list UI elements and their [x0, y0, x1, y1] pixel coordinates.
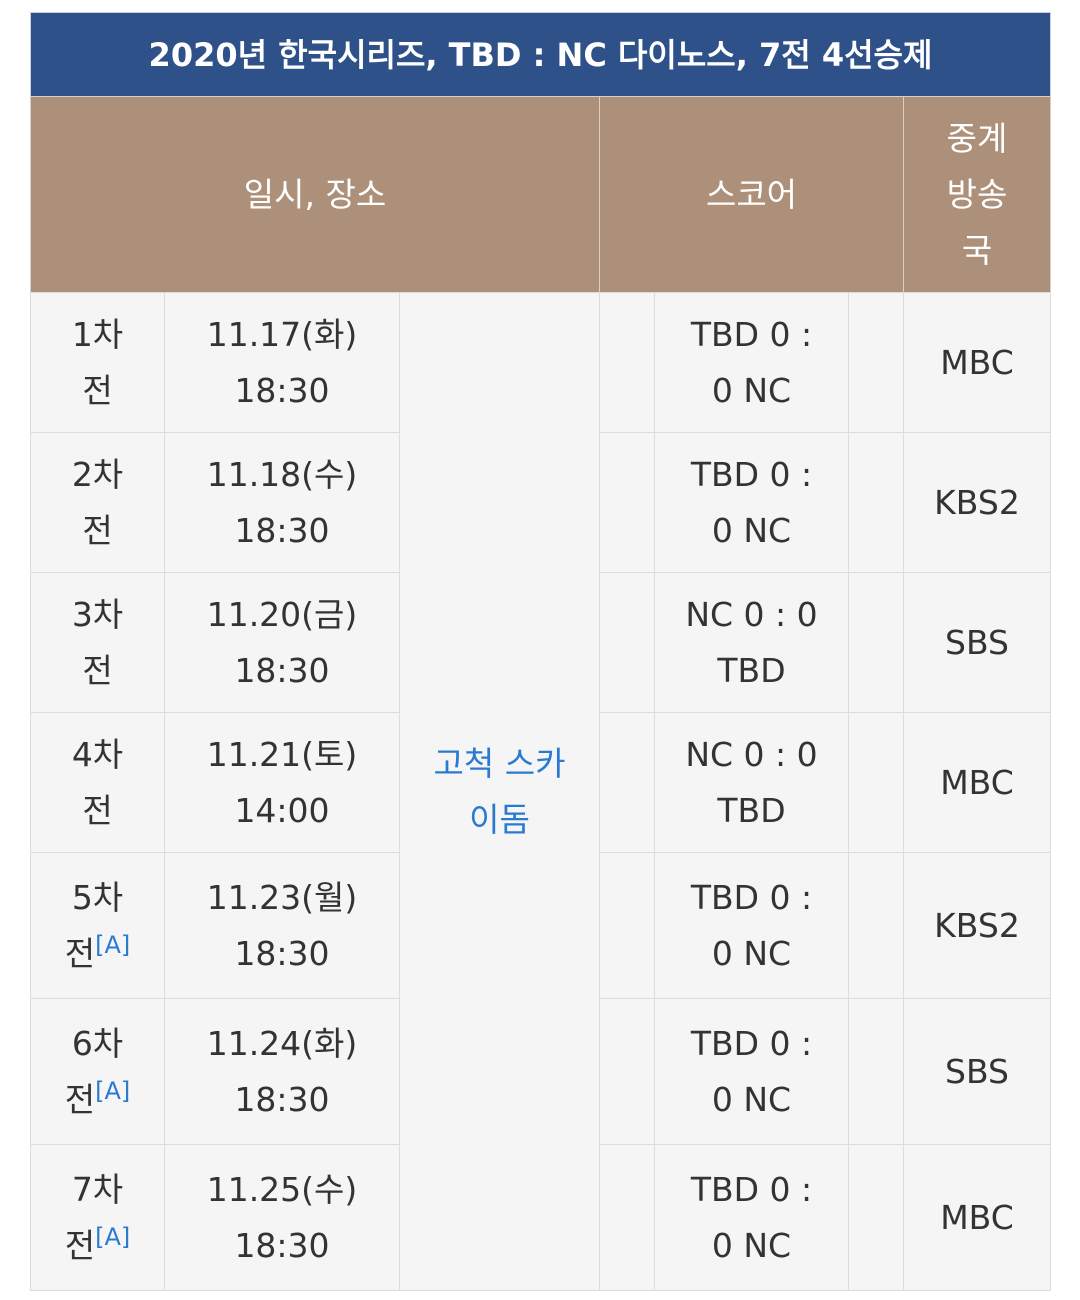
game-label: 4차전: [71, 734, 124, 830]
score-spacer-cell: [848, 712, 904, 853]
game-number-cell: 6차전[A]: [30, 998, 165, 1145]
game-label: 5차전: [64, 877, 124, 973]
broadcaster-cell: SBS: [903, 572, 1051, 713]
game-time: 18:30: [234, 933, 330, 973]
game-date: 11.18(수): [206, 454, 358, 494]
score-spacer-cell: [599, 292, 655, 433]
broadcaster: KBS2: [934, 482, 1020, 522]
game-number: 3차전: [60, 587, 136, 699]
header-label: 일시, 장소: [243, 174, 387, 214]
score: TBD 0 : 0 NC: [690, 1023, 813, 1119]
score-spacer-cell: [599, 432, 655, 573]
broadcaster: MBC: [940, 342, 1014, 382]
game-label: 7차전: [64, 1169, 124, 1265]
broadcaster-cell: MBC: [903, 712, 1051, 853]
venue-link[interactable]: 고척 스카이돔: [433, 743, 566, 839]
footnote-link[interactable]: [A]: [95, 1222, 131, 1251]
game-number-cell: 4차전: [30, 712, 165, 853]
game-number: 5차전[A]: [60, 870, 136, 982]
score-spacer-cell: [599, 572, 655, 713]
datetime-cell: 11.25(수) 18:30: [164, 1144, 400, 1291]
game-number-cell: 5차전[A]: [30, 852, 165, 999]
game-time: 18:30: [234, 510, 330, 550]
header-datetime-venue: 일시, 장소: [30, 96, 600, 293]
score-spacer-cell: [599, 1144, 655, 1291]
game-label: 6차전: [64, 1023, 124, 1119]
score-spacer-cell: [848, 998, 904, 1145]
game-number: 6차전[A]: [60, 1016, 136, 1128]
broadcaster: MBC: [940, 1197, 1014, 1237]
game-label: 2차전: [71, 454, 124, 550]
score-cell: TBD 0 : 0 NC: [654, 292, 849, 433]
game-date: 11.23(월): [206, 877, 358, 917]
game-time: 18:30: [234, 1225, 330, 1265]
score: TBD 0 : 0 NC: [690, 1169, 813, 1265]
header-label: 스코어: [705, 174, 798, 214]
game-number: 4차전: [60, 727, 136, 839]
game-number-cell: 7차전[A]: [30, 1144, 165, 1291]
footnote-link[interactable]: [A]: [95, 930, 131, 959]
score-spacer-cell: [848, 1144, 904, 1291]
score-spacer-cell: [848, 572, 904, 713]
table-title-text: 2020년 한국시리즈, TBD : NC 다이노스, 7전 4선승제: [148, 35, 933, 74]
broadcaster-cell: MBC: [903, 1144, 1051, 1291]
game-time: 18:30: [234, 1079, 330, 1119]
score-spacer-cell: [599, 852, 655, 999]
game-time: 18:30: [234, 650, 330, 690]
game-number: 7차전[A]: [60, 1162, 136, 1274]
header-label: 중계방송국: [946, 118, 1008, 270]
score-cell: TBD 0 : 0 NC: [654, 852, 849, 999]
broadcaster: SBS: [945, 1051, 1009, 1091]
score-cell: NC 0 : 0 TBD: [654, 572, 849, 713]
game-date: 11.21(토): [206, 734, 358, 774]
game-date: 11.20(금): [206, 594, 358, 634]
footnote-link[interactable]: [A]: [95, 1076, 131, 1105]
score: TBD 0 : 0 NC: [690, 877, 813, 973]
game-number-cell: 1차전: [30, 292, 165, 433]
datetime-cell: 11.24(화) 18:30: [164, 998, 400, 1145]
datetime-cell: 11.18(수) 18:30: [164, 432, 400, 573]
score: NC 0 : 0 TBD: [685, 594, 818, 690]
score: NC 0 : 0 TBD: [685, 734, 818, 830]
game-time: 18:30: [234, 370, 330, 410]
game-date: 11.17(화): [206, 314, 358, 354]
broadcaster: MBC: [940, 762, 1014, 802]
game-number: 1차전: [60, 307, 136, 419]
datetime-cell: 11.17(화) 18:30: [164, 292, 400, 433]
game-date: 11.25(수): [206, 1169, 358, 1209]
score-cell: TBD 0 : 0 NC: [654, 1144, 849, 1291]
broadcaster-cell: MBC: [903, 292, 1051, 433]
game-time: 14:00: [234, 790, 330, 830]
score-spacer-cell: [848, 292, 904, 433]
score-cell: NC 0 : 0 TBD: [654, 712, 849, 853]
datetime-cell: 11.23(월) 18:30: [164, 852, 400, 999]
game-label: 1차전: [71, 314, 124, 410]
game-label: 3차전: [71, 594, 124, 690]
score-cell: TBD 0 : 0 NC: [654, 432, 849, 573]
score-spacer-cell: [848, 432, 904, 573]
game-date: 11.24(화): [206, 1023, 358, 1063]
table-title: 2020년 한국시리즈, TBD : NC 다이노스, 7전 4선승제: [30, 12, 1051, 97]
score: TBD 0 : 0 NC: [690, 454, 813, 550]
header-broadcaster: 중계방송국: [903, 96, 1051, 293]
score-spacer-cell: [599, 712, 655, 853]
venue-cell: 고척 스카이돔: [399, 292, 600, 1291]
broadcaster: SBS: [945, 622, 1009, 662]
datetime-cell: 11.20(금) 18:30: [164, 572, 400, 713]
header-score: 스코어: [599, 96, 904, 293]
game-number-cell: 2차전: [30, 432, 165, 573]
score-spacer-cell: [848, 852, 904, 999]
datetime-cell: 11.21(토) 14:00: [164, 712, 400, 853]
score-cell: TBD 0 : 0 NC: [654, 998, 849, 1145]
broadcaster: KBS2: [934, 905, 1020, 945]
game-number: 2차전: [60, 447, 136, 559]
broadcaster-cell: SBS: [903, 998, 1051, 1145]
broadcaster-cell: KBS2: [903, 432, 1051, 573]
broadcaster-cell: KBS2: [903, 852, 1051, 999]
score: TBD 0 : 0 NC: [690, 314, 813, 410]
score-spacer-cell: [599, 998, 655, 1145]
game-number-cell: 3차전: [30, 572, 165, 713]
